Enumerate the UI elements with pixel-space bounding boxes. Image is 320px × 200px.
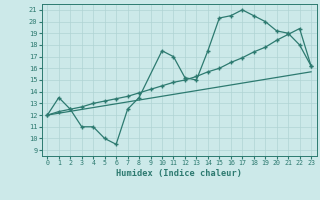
X-axis label: Humidex (Indice chaleur): Humidex (Indice chaleur) xyxy=(116,169,242,178)
